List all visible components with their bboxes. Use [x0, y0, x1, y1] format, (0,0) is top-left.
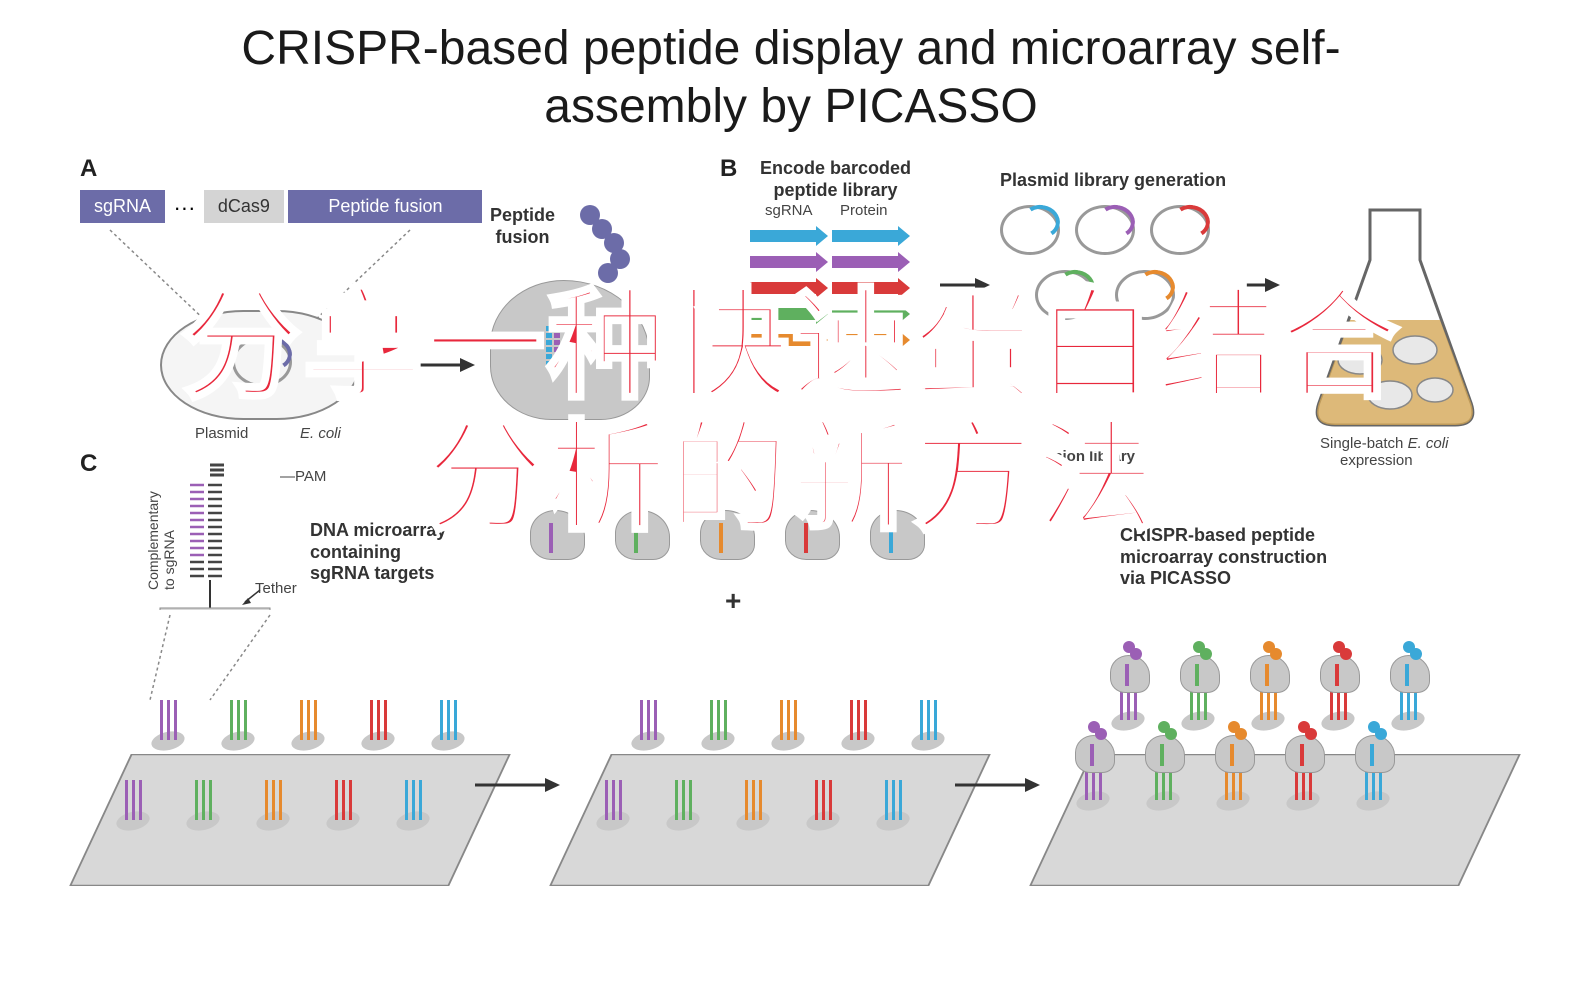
chip1-probes — [100, 650, 500, 850]
chip3-complexes — [1060, 630, 1510, 870]
plus-sign: + — [725, 585, 741, 617]
tether-arrow — [240, 580, 270, 610]
page-title: CRISPR-based peptide display and microar… — [0, 0, 1582, 145]
diagram-container: A sgRNA ··· dCas9 Peptide fusion Plasmid… — [40, 150, 1542, 969]
panel-b-label: B — [720, 155, 737, 183]
chip2-probes — [580, 650, 980, 850]
overlay-text: 分享一种快速蛋白结合 分析的新方法 — [0, 280, 1582, 544]
protein-col-label: Protein — [840, 202, 888, 219]
dcas9-box: dCas9 — [204, 190, 284, 223]
arrow-c2 — [950, 770, 1050, 800]
encode-label: Encode barcoded peptide library — [760, 158, 911, 201]
dots: ··· — [173, 195, 195, 220]
sgrna-col-label: sgRNA — [765, 202, 813, 219]
sgrna-box: sgRNA — [80, 190, 165, 223]
arrow-c1 — [470, 770, 570, 800]
peptide-fusion-box: Peptide fusion — [288, 190, 482, 223]
panel-a-label: A — [80, 155, 97, 183]
peptide-fusion-label: Peptide fusion — [490, 205, 555, 248]
plasmid-gen-label: Plasmid library generation — [1000, 170, 1226, 192]
